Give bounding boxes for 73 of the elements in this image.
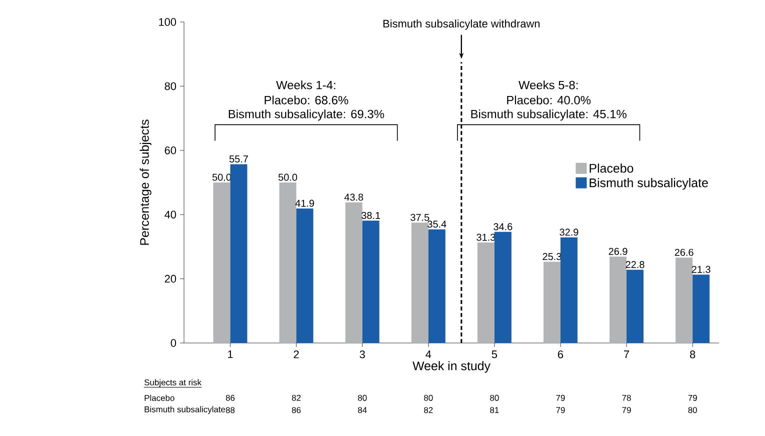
text: 88 (226, 407, 235, 414)
text: Subjects at risk (144, 379, 202, 388)
bar (692, 274, 710, 343)
data-label: 50.0 (278, 174, 298, 181)
bar (213, 182, 230, 343)
y-tick-label: 0 (170, 339, 176, 347)
text: Bismuth subsalicylate (144, 406, 226, 414)
bar (362, 220, 380, 343)
bar (626, 270, 644, 343)
text: 82 (292, 394, 301, 401)
y-tick-label: 40 (164, 210, 176, 218)
data-label: 22.8 (626, 261, 644, 268)
text: Placebo (144, 394, 174, 401)
y-axis-title: Percentage of subjects (140, 120, 152, 245)
text: 79 (622, 407, 631, 414)
text: 79 (688, 394, 697, 401)
annotation: Placebo: 68.6% (264, 96, 348, 104)
data-label: 41.9 (295, 200, 314, 207)
text: 84 (358, 407, 367, 414)
data-label: 32.9 (560, 228, 578, 236)
data-label: 26.9 (608, 248, 628, 255)
data-label: 38.1 (362, 212, 380, 219)
bar (428, 229, 446, 343)
text: 86 (292, 407, 301, 414)
text: 80 (358, 394, 367, 401)
y-tick-label: 60 (164, 146, 176, 154)
bar (676, 258, 693, 343)
x-tick-label: 4 (426, 350, 432, 358)
x-tick-label: 3 (360, 350, 365, 358)
bar (477, 242, 494, 343)
y-tick-label: 20 (164, 274, 176, 283)
annotation: Weeks 5-8: (518, 80, 578, 90)
legend-label: Bismuth subsalicylate (590, 178, 708, 190)
ref-line-label: Bismuth subsalicylate withdrawn (383, 19, 540, 30)
text: 86 (226, 394, 235, 401)
bar (560, 237, 578, 343)
bar (610, 256, 627, 343)
x-tick-label: 5 (492, 350, 498, 358)
data-label: 37.5 (410, 214, 430, 221)
data-label: 21.3 (692, 266, 710, 273)
annotation: Weeks 1-4: (276, 80, 336, 90)
data-label: 35.4 (428, 220, 446, 228)
legend-label: Placebo (590, 164, 634, 173)
x-tick-label: 8 (690, 350, 696, 358)
text: 82 (424, 407, 433, 414)
text: 79 (556, 407, 565, 414)
data-label: 43.8 (344, 194, 364, 201)
text: 80 (688, 407, 697, 414)
text: 78 (622, 394, 631, 401)
y-tick-label: 100 (159, 18, 176, 26)
x-tick-label: 6 (558, 350, 564, 358)
x-axis-title: Week in study (412, 361, 490, 373)
annotation: Bismuth subsalicylate: 45.1% (471, 110, 626, 121)
data-label: 55.7 (229, 156, 248, 162)
annotation: Bismuth subsalicylate: 69.3% (228, 110, 384, 121)
bar (494, 232, 512, 343)
text: 80 (490, 394, 499, 401)
x-tick-label: 2 (294, 350, 299, 358)
y-tick-label: 80 (164, 82, 176, 90)
text: 79 (556, 394, 565, 401)
bar (345, 202, 362, 343)
text: 80 (424, 394, 433, 401)
bar (543, 262, 560, 343)
data-label: 34.6 (494, 223, 512, 230)
bar (279, 182, 296, 343)
x-tick-label: 7 (624, 350, 630, 358)
bar (230, 164, 248, 343)
bar (411, 222, 428, 343)
x-tick-label: 1 (228, 350, 233, 358)
text: 81 (490, 407, 499, 414)
bar (296, 208, 314, 343)
annotation: Placebo: 40.0% (507, 96, 591, 104)
data-label: 26.6 (674, 248, 694, 256)
